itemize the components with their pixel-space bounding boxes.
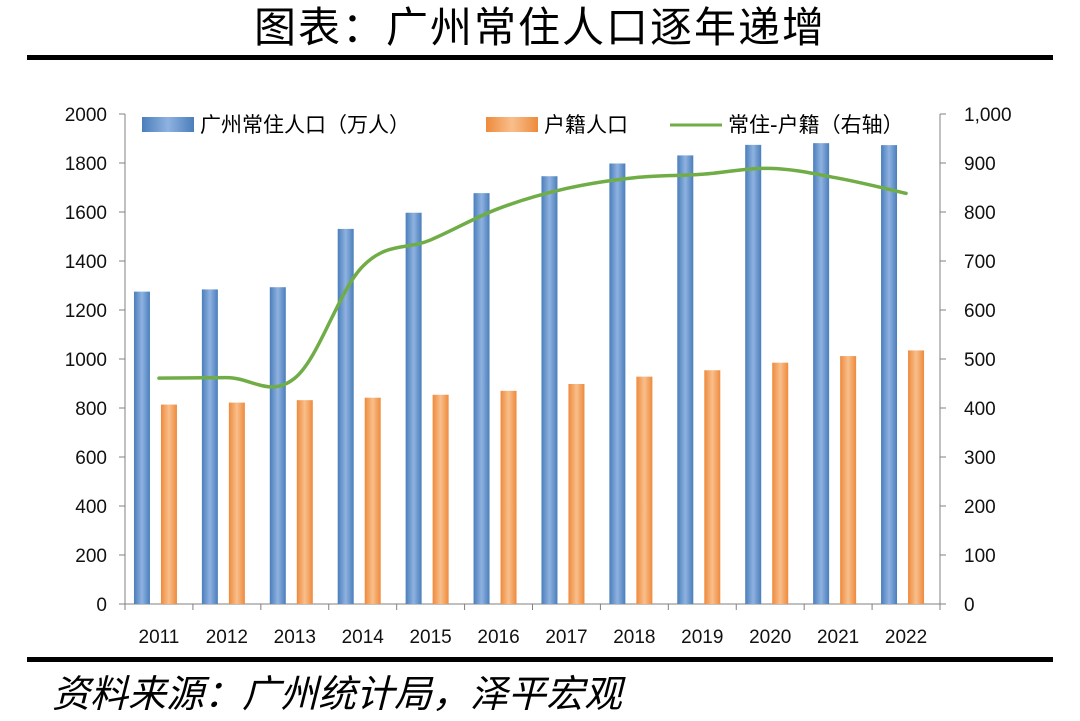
bar-registered (364, 397, 381, 604)
bar-resident (269, 287, 286, 604)
bar-resident (881, 145, 898, 605)
y-tick-label-right: 200 (964, 497, 996, 518)
y-tick-label-right: 100 (964, 546, 996, 567)
x-tick-label: 2022 (885, 627, 927, 648)
bar-registered (772, 362, 789, 604)
x-tick-label: 2015 (409, 627, 451, 648)
chart-title: 图表：广州常住人口逐年递增 (253, 3, 826, 52)
bar-registered (296, 400, 313, 604)
series-line-diff (157, 166, 908, 389)
bar-registered (636, 376, 653, 604)
bar-resident (201, 289, 218, 604)
bar-registered (500, 390, 517, 604)
bar-resident (337, 228, 354, 604)
bar-registered (908, 350, 925, 604)
bar-resident (677, 155, 694, 604)
legend: 广州常住人口（万人） 户籍人口 常住-户籍（右轴） (142, 113, 904, 137)
y-tick-label-left: 200 (75, 546, 107, 567)
y-tick-label-right: 0 (964, 595, 975, 616)
x-tick-label: 2016 (477, 627, 519, 648)
bar-resident (813, 143, 830, 604)
top-rule (27, 55, 1053, 60)
y-tick-label-left: 2000 (65, 105, 107, 126)
x-tick-label: 2011 (139, 627, 180, 648)
y-tick-label-right: 300 (964, 448, 996, 469)
bar-resident (133, 291, 150, 604)
y-tick-label-left: 1200 (65, 301, 107, 322)
axes-group: 0 200 400 600 800 1000 1200 1400 1600 1800 2000 0 10… (65, 105, 1012, 648)
y-tick-label-right: 500 (964, 350, 996, 371)
bar-resident (541, 176, 558, 605)
bar-registered (840, 356, 857, 604)
y-tick-label-left: 400 (75, 497, 107, 518)
y-tick-label-right: 600 (964, 301, 996, 322)
x-tick-label: 2021 (817, 627, 859, 648)
y-tick-label-left: 0 (96, 595, 107, 616)
y-tick-label-right: 1,000 (964, 105, 1012, 126)
bar-resident (745, 144, 762, 604)
y-tick-label-left: 1800 (65, 154, 107, 175)
bar-registered (228, 402, 245, 604)
chart: 0 200 400 600 800 1000 1200 1400 1600 1800 2000 0 10… (65, 105, 1012, 648)
y-tick-label-right: 700 (964, 252, 996, 273)
y-tick-label-right: 800 (964, 203, 996, 224)
x-tick-label: 2017 (545, 627, 587, 648)
y-tick-label-left: 1400 (65, 252, 107, 273)
x-tick-label: 2014 (342, 627, 385, 648)
x-tick-label: 2012 (206, 627, 248, 648)
y-tick-label-right: 900 (964, 154, 996, 175)
legend-label-resident: 广州常住人口（万人） (200, 113, 410, 137)
bar-registered (568, 383, 585, 604)
x-tick-label: 2013 (274, 627, 316, 648)
y-tick-label-left: 1000 (65, 350, 107, 371)
y-tick-label-left: 600 (75, 448, 107, 469)
bar-registered (432, 394, 449, 604)
bars-group (133, 143, 925, 605)
bar-resident (609, 163, 626, 605)
bar-resident (405, 212, 422, 605)
legend-swatch-resident (142, 117, 194, 132)
bar-resident (473, 193, 490, 604)
bar-registered (704, 370, 721, 604)
bar-registered (160, 404, 177, 604)
bottom-rule (27, 657, 1053, 662)
line-group (157, 166, 908, 389)
legend-label-registered: 户籍人口 (544, 113, 628, 137)
y-tick-label-left: 800 (75, 399, 107, 420)
legend-label-line: 常住-户籍（右轴） (728, 113, 904, 137)
x-tick-label: 2020 (749, 627, 791, 648)
source-note: 资料来源：广州统计局，泽平宏观 (52, 672, 623, 716)
y-tick-label-left: 1600 (65, 203, 107, 224)
x-tick-label: 2019 (681, 627, 723, 648)
legend-swatch-registered (486, 117, 538, 132)
x-tick-label: 2018 (613, 627, 655, 648)
y-tick-label-right: 400 (964, 399, 996, 420)
